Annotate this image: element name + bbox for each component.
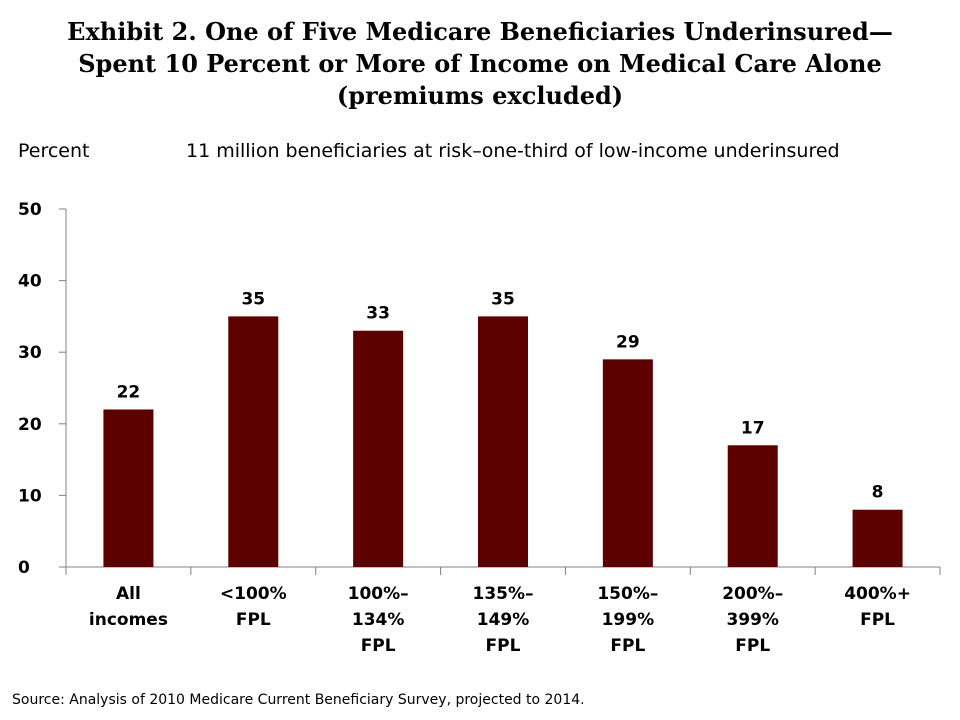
bar-value-label: 35 xyxy=(241,289,265,309)
x-category-label: incomes xyxy=(89,610,168,630)
x-category-label: 135%– xyxy=(472,584,533,604)
y-tick-label: 30 xyxy=(18,343,42,363)
x-category-label: FPL xyxy=(610,636,645,656)
bar xyxy=(228,316,279,567)
x-category-label: FPL xyxy=(735,636,770,656)
y-axis-label: Percent xyxy=(18,140,90,162)
bar xyxy=(602,359,653,567)
x-category-label: 100%– xyxy=(348,584,409,604)
x-category-label: FPL xyxy=(236,610,271,630)
bar-value-label: 35 xyxy=(491,289,515,309)
x-category-label: 149% xyxy=(477,610,530,630)
title-line-1: Exhibit 2. One of Five Medicare Benefici… xyxy=(67,17,893,46)
bar xyxy=(353,330,404,567)
y-tick-label: 50 xyxy=(18,200,42,220)
x-category-label: FPL xyxy=(860,610,895,630)
x-category-label: 199% xyxy=(602,610,655,630)
bar xyxy=(727,445,778,567)
y-tick-label: 40 xyxy=(18,272,42,292)
y-tick-label: 0 xyxy=(18,558,30,578)
bar-value-label: 22 xyxy=(117,382,141,402)
x-category-label: All xyxy=(116,584,141,604)
y-tick-label: 20 xyxy=(18,415,42,435)
x-category-label: FPL xyxy=(361,636,396,656)
x-category-label: <100% xyxy=(220,584,287,604)
bar-value-label: 33 xyxy=(366,304,390,324)
x-category-label: 400%+ xyxy=(844,584,911,604)
bar-value-label: 8 xyxy=(872,483,884,503)
bar xyxy=(478,316,528,567)
bar-chart: 0 10 20 30 40 50 22 All incomes 35 <100% FPL 33 100%–… xyxy=(18,200,941,656)
title-line-3: (premiums excluded) xyxy=(336,81,624,110)
x-category-label: FPL xyxy=(486,636,521,656)
chart-subtitle: 11 million beneficiaries at risk–one-thi… xyxy=(186,140,840,162)
x-category-label: 399% xyxy=(726,610,779,630)
bar xyxy=(103,409,154,567)
source-note: Source: Analysis of 2010 Medicare Curren… xyxy=(12,692,585,708)
x-category-label: 150%– xyxy=(597,584,658,604)
bar-value-label: 17 xyxy=(741,418,765,438)
x-category-label: 200%– xyxy=(722,584,783,604)
y-tick-label: 10 xyxy=(18,486,42,506)
title-line-2: Spent 10 Percent or More of Income on Me… xyxy=(78,49,882,78)
bar-value-label: 29 xyxy=(616,332,640,352)
x-category-label: 134% xyxy=(352,610,405,630)
bar xyxy=(852,509,903,567)
chart-title: Exhibit 2. One of Five Medicare Benefici… xyxy=(0,16,960,112)
